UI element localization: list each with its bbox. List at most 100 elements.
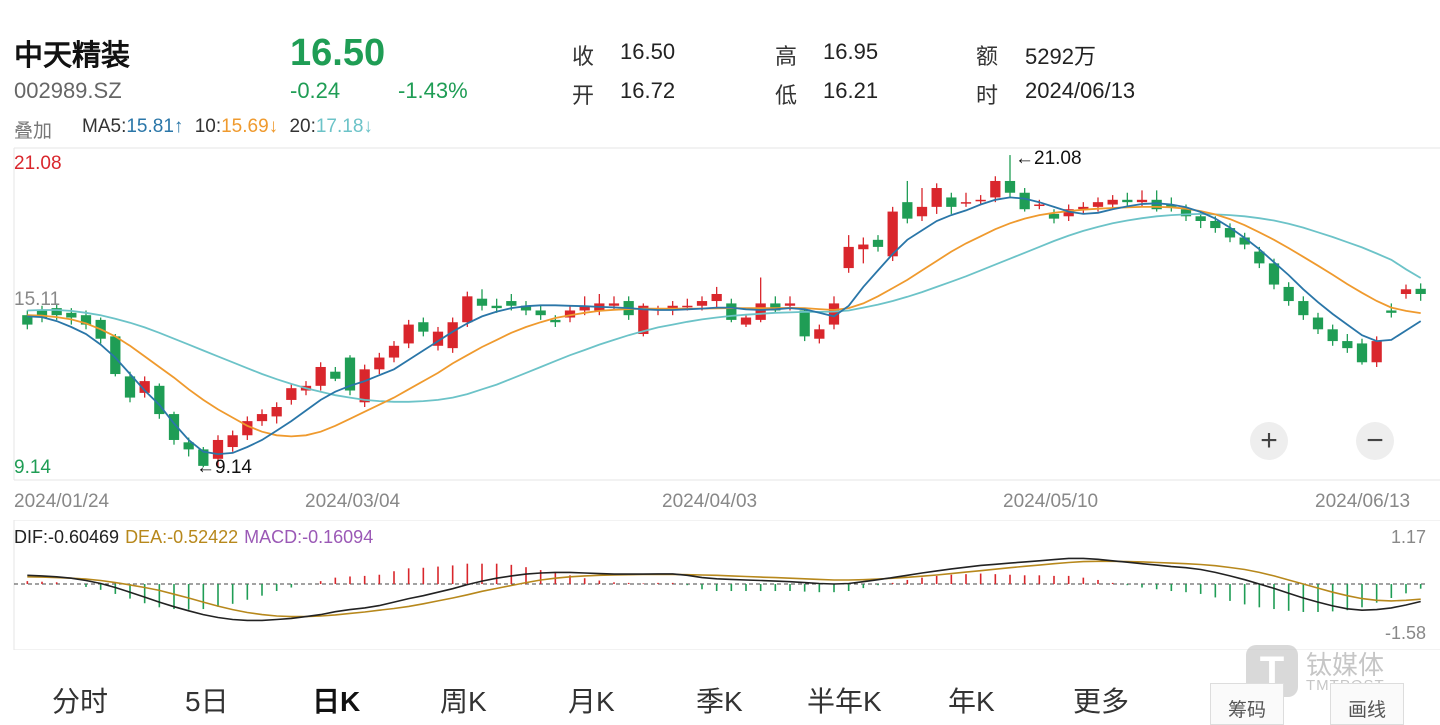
candle-body [1386, 310, 1397, 313]
candle-body [403, 324, 414, 344]
high-value: 16.95 [823, 39, 879, 64]
ma5-value: 15.81↑ [126, 116, 184, 137]
candle-body [770, 303, 781, 311]
candle-body [168, 414, 180, 440]
plus-icon[interactable]: + [1250, 422, 1288, 460]
candle-body [814, 329, 825, 339]
amount-label: 额 [976, 44, 999, 69]
candle-body [858, 244, 869, 250]
candle-body [1254, 251, 1265, 264]
candle-body [564, 310, 576, 318]
candle-body [726, 303, 737, 320]
tab-weekly-k[interactable]: 周K [440, 686, 487, 717]
candle-body [1415, 288, 1426, 294]
chip-button[interactable]: 筹码 [1210, 683, 1284, 725]
candle-body [1239, 237, 1250, 245]
candle-body [1166, 204, 1177, 207]
draw-line-button[interactable]: 画线 [1330, 683, 1404, 725]
candle-body [784, 303, 796, 306]
candle-body [36, 310, 48, 318]
candle-body [608, 303, 620, 306]
tab-daily-k[interactable]: 日K [312, 686, 361, 717]
close-value: 16.50 [620, 39, 676, 64]
open-value: 16.72 [620, 78, 676, 103]
ma10-label: 10: [194, 116, 222, 137]
candle-body [183, 442, 194, 450]
tab-intraday[interactable]: 分时 [52, 686, 109, 717]
period-tabs: 分时 5日 日K 周K 月K 季K 半年K 年K 更多 [0, 672, 1440, 725]
candle-body [374, 357, 385, 370]
date-label-5: 2024/06/13 [1315, 491, 1410, 512]
candle-body [1092, 202, 1104, 207]
high-label: 高 [775, 44, 798, 69]
candle-body [198, 449, 209, 466]
amount-value: 5292万 [1025, 44, 1096, 69]
date-label-1: 2024/01/24 [14, 491, 110, 512]
kline-candles [22, 155, 1426, 468]
candle-body [828, 303, 840, 325]
candle-body [843, 246, 854, 269]
candle-body [110, 336, 121, 375]
candle-body [476, 298, 488, 306]
candle-body [227, 435, 238, 448]
candle-body [520, 305, 532, 311]
macd-lines [27, 557, 1421, 622]
macd-grid [13, 520, 1440, 650]
candle-body [491, 305, 502, 309]
tab-monthly-k[interactable]: 月K [568, 686, 615, 717]
candle-body [1151, 199, 1162, 210]
macd-chart[interactable]: DIF:-0.60469 DEA:-0.52422 MACD:-0.16094 1.… [0, 520, 1440, 650]
macd-max-label: 1.17 [1391, 527, 1426, 547]
stock-code: 002989.SZ [14, 78, 122, 103]
candle-body [388, 345, 400, 358]
candle-body [1224, 228, 1236, 238]
candle-body [330, 371, 341, 379]
ma10-line [27, 206, 1421, 438]
minus-icon[interactable]: − [1356, 422, 1394, 460]
ma10-value: 15.69↓ [221, 116, 279, 137]
dea-label: DEA:-0.52422 [125, 527, 238, 547]
macd-min-label: -1.58 [1385, 623, 1426, 643]
candle-body [579, 305, 590, 311]
ma5-line [27, 196, 1422, 456]
y-mid-label: 15.11 [14, 289, 60, 310]
candle-body [1356, 343, 1368, 363]
tab-halfyear-k[interactable]: 半年K [807, 686, 882, 717]
candle-body [447, 322, 458, 349]
close-label: 收 [572, 44, 595, 69]
tab-more[interactable]: 更多 [1073, 686, 1130, 717]
candle-body [271, 407, 282, 417]
dif-line [27, 557, 1421, 622]
tab-yearly-k[interactable]: 年K [948, 686, 995, 717]
candle-body [1180, 209, 1192, 217]
current-price: 16.50 [290, 32, 386, 74]
candle-body [1371, 341, 1382, 363]
low-label: 低 [775, 83, 798, 108]
candle-body [124, 376, 136, 398]
tab-quarterly-k[interactable]: 季K [696, 686, 743, 717]
candle-body [315, 366, 326, 386]
candle-body [887, 211, 898, 257]
candle-body [1283, 286, 1294, 302]
candle-body [1004, 180, 1016, 193]
kline-chart[interactable]: 21.08 15.11 9.14 ←21.08 ←9.14 2024/01/24… [0, 145, 1440, 515]
overlay-button[interactable]: 叠加 [14, 121, 53, 142]
candle-body [711, 293, 722, 302]
tab-5day[interactable]: 5日 [185, 686, 229, 717]
candle-body [990, 180, 1001, 198]
candle-body [51, 308, 62, 316]
candle-body [1400, 289, 1412, 294]
macd-legend: DIF:-0.60469 DEA:-0.52422 MACD:-0.16094 [14, 527, 373, 547]
candle-body [1298, 301, 1309, 316]
candle-body [638, 305, 649, 335]
candle-body [506, 301, 517, 306]
date-label-4: 2024/05/10 [1003, 491, 1098, 512]
dif-label: DIF:-0.60469 [14, 527, 119, 547]
candle-body [1122, 199, 1133, 203]
ma20-line [27, 212, 1422, 403]
candle-body [1195, 216, 1206, 221]
macd-label: MACD:-0.16094 [244, 527, 373, 547]
candle-body [550, 319, 561, 323]
watermark-cn: 钛媒体 [1306, 650, 1385, 680]
candle-body [916, 206, 928, 217]
